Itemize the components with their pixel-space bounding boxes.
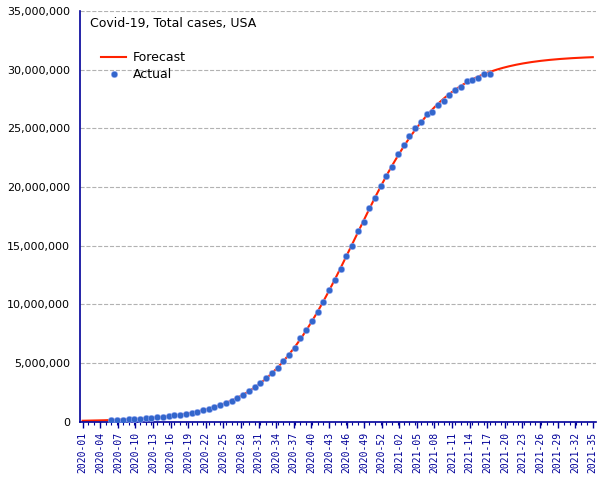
Forecast [382,173,390,179]
Forecast [355,228,362,234]
Actual [324,287,334,294]
Actual [152,414,162,421]
Forecast [79,418,87,424]
Actual [428,108,437,115]
Actual [347,242,357,250]
Actual [123,416,133,423]
Forecast [497,66,505,72]
Actual [433,101,443,109]
Actual [118,416,128,423]
Actual [485,70,494,78]
Actual [204,405,214,412]
Actual [307,317,317,324]
Actual [290,344,299,351]
Actual [261,374,271,382]
Actual [273,364,283,372]
Actual [410,124,420,132]
Actual [341,252,351,260]
Actual [353,228,362,235]
Actual [439,97,448,105]
Actual [301,326,311,334]
Actual [232,394,242,402]
Actual [479,70,489,78]
Actual [336,265,345,273]
Actual [250,384,260,391]
Actual [210,403,220,411]
Actual [313,308,322,316]
Forecast [321,296,329,301]
Forecast [324,290,332,296]
Actual [238,391,248,398]
Actual [296,335,306,342]
Actual [359,217,368,225]
Actual [112,416,122,424]
Actual [370,194,380,202]
Actual [416,118,426,126]
Actual [382,172,391,180]
Actual [399,142,408,149]
Actual [364,204,374,212]
Actual [227,396,237,404]
Actual [255,380,265,387]
Actual [319,298,329,306]
Actual [244,387,253,395]
Actual [468,76,477,84]
Actual [164,412,174,420]
Actual [387,163,397,170]
Text: Covid-19, Total cases, USA: Covid-19, Total cases, USA [90,17,257,30]
Actual [445,91,454,98]
Forecast [577,55,584,60]
Actual [169,412,179,420]
Line: Forecast: Forecast [83,57,593,421]
Actual [158,413,168,420]
Actual [278,357,288,365]
Actual [456,83,466,91]
Actual [450,86,460,94]
Actual [175,411,185,419]
Actual [135,415,145,422]
Actual [376,182,385,190]
Actual [192,408,202,415]
Forecast [589,54,597,60]
Actual [198,407,208,414]
Actual [393,150,403,157]
Actual [146,414,156,422]
Actual [215,401,225,409]
Actual [405,132,414,140]
Actual [187,409,197,417]
Actual [267,369,276,377]
Actual [181,410,191,418]
Actual [221,399,231,407]
Actual [330,276,339,283]
Actual [141,415,151,422]
Actual [473,74,483,82]
Actual [106,416,116,424]
Actual [129,415,139,423]
Actual [284,351,294,359]
Actual [462,77,471,84]
Actual [422,110,431,118]
Legend: Forecast, Actual: Forecast, Actual [96,46,191,86]
